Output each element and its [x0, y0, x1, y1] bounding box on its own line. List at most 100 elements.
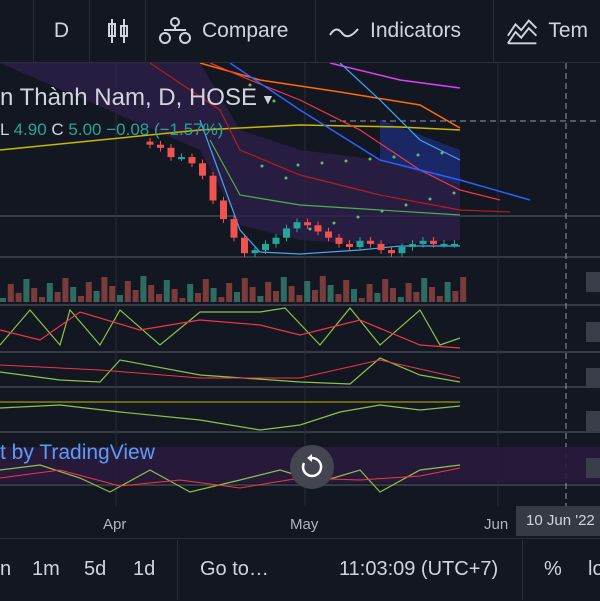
range-partial-button[interactable]: n: [0, 558, 12, 580]
osc3-green: [0, 404, 461, 431]
volume-bar: [23, 279, 30, 302]
x-tick-jun: Jun: [484, 516, 509, 533]
sar-dot: [332, 221, 336, 225]
volume-bar: [62, 278, 69, 302]
sar-dot: [404, 203, 408, 207]
candle-body: [157, 144, 164, 148]
volume-bar: [405, 283, 412, 302]
volume-bar: [312, 290, 318, 302]
ohlc-l-label: L: [0, 120, 9, 139]
candle-body: [230, 219, 238, 238]
volume-bar: [46, 283, 53, 302]
sar-dot: [248, 83, 252, 87]
chart-title-text: n Thành Nam, D, HOSE: [0, 84, 257, 111]
candle-body: [251, 250, 259, 254]
ma-yellow: [0, 124, 461, 151]
volume-bar: [351, 289, 357, 302]
reset-chart-button[interactable]: [290, 445, 334, 489]
candle-body: [440, 243, 448, 246]
volume-bar: [171, 289, 178, 302]
volume-bar: [140, 276, 147, 302]
stoch-k: [0, 464, 461, 493]
compare-button[interactable]: Compare: [146, 0, 316, 62]
templates-label: Tem: [548, 19, 588, 42]
candle-body: [199, 163, 206, 176]
candle-body: [388, 250, 395, 254]
goto-button[interactable]: Go to…: [200, 558, 269, 580]
pane-lock-icon[interactable]: [586, 322, 600, 342]
volume-bar: [296, 295, 303, 302]
ma-magenta: [329, 63, 461, 89]
bottom-divider: [522, 540, 523, 600]
volume-bar: [187, 284, 194, 302]
x-tick-apr: Apr: [103, 516, 127, 533]
crosshair-date-label: 10 Jun '22: [516, 506, 600, 536]
candle-body: [377, 243, 385, 251]
volume-bar: [413, 292, 420, 302]
volume-bar: [335, 294, 342, 302]
candle-body: [346, 243, 353, 247]
range-1m-button[interactable]: 1m: [32, 558, 60, 580]
chart-style-button[interactable]: [90, 0, 146, 62]
sar-dot: [344, 159, 348, 163]
symbol-search-stub[interactable]: [0, 0, 34, 62]
ohlc-c-label: C: [51, 120, 64, 139]
clock-display[interactable]: 11:03:09 (UTC+7): [339, 558, 499, 580]
volume-bar: [156, 294, 162, 302]
pane-lock-icon[interactable]: [586, 272, 600, 292]
ohlc-c-value: 5.00: [68, 120, 102, 139]
interval-button[interactable]: D: [34, 0, 90, 62]
candle-body: [293, 222, 301, 229]
volume-bar: [327, 285, 334, 302]
price-chart[interactable]: [0, 63, 600, 536]
range-5d-button[interactable]: 5d: [84, 558, 107, 580]
candle-body: [451, 243, 458, 246]
volume-bar: [39, 297, 45, 302]
ma-darkred: [149, 63, 511, 213]
indicators-button[interactable]: Indicators: [316, 0, 494, 62]
sar-dot: [440, 151, 444, 155]
sar-dot: [380, 209, 384, 213]
candle-body: [430, 240, 437, 244]
volume-bar: [382, 279, 389, 302]
ma-blue: [229, 63, 531, 201]
candle-body: [272, 237, 280, 244]
ma-orange: [199, 63, 461, 129]
tradingview-watermark[interactable]: t by TradingView: [0, 441, 155, 465]
volume-bar: [148, 285, 155, 302]
volume-bar: [460, 277, 467, 302]
sar-dot: [452, 191, 456, 195]
candle-body: [398, 247, 406, 254]
volume-bar: [304, 281, 311, 302]
candle-body: [367, 240, 374, 244]
stoch-d: [0, 467, 461, 489]
templates-button[interactable]: Tem: [494, 0, 600, 62]
candle-body: [409, 243, 416, 247]
range-1d-button[interactable]: 1d: [133, 558, 156, 580]
volume-bar: [397, 297, 404, 302]
ohlc-legend: L 4.90 C 5.00 −0.08 (−1.57%): [0, 120, 223, 140]
pane-lock-icon[interactable]: [586, 458, 600, 478]
osc2-red: [0, 359, 461, 379]
sar-dot: [284, 176, 288, 180]
compare-icon: [159, 17, 191, 44]
volume-bar: [54, 292, 61, 302]
title-caret-icon[interactable]: ▼: [261, 90, 275, 107]
band-fill: [0, 63, 460, 245]
bb-lower: [199, 119, 460, 255]
candle-body: [209, 175, 217, 201]
volume-bar: [288, 286, 295, 302]
volume-bar: [358, 298, 365, 302]
pane-lock-icon[interactable]: [586, 411, 600, 431]
pane-lock-icon[interactable]: [586, 368, 600, 388]
compare-label: Compare: [202, 19, 289, 42]
percent-scale-button[interactable]: %: [544, 558, 562, 580]
volume-bar: [257, 296, 264, 302]
log-scale-button[interactable]: lo: [588, 558, 600, 580]
volume-bar: [101, 277, 108, 302]
interval-label: D: [53, 19, 70, 42]
x-tick-may: May: [290, 516, 319, 533]
osc2-green: [0, 357, 461, 385]
volume-bar: [7, 284, 14, 302]
ma-red: [209, 63, 501, 201]
